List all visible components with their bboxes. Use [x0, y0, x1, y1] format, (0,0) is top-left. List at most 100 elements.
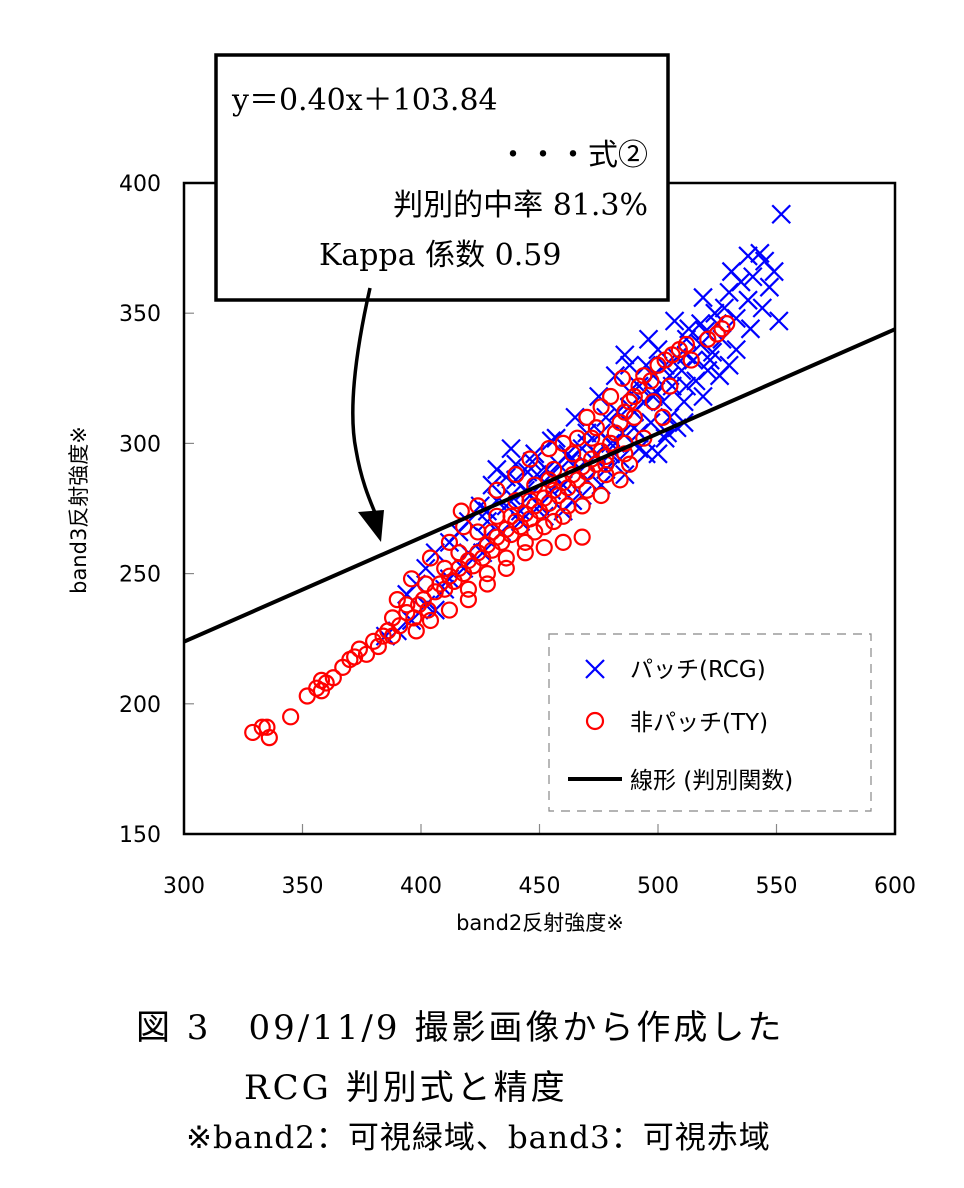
ty-point [661, 377, 679, 395]
ty-point [554, 533, 572, 551]
scatter-chart: 150 200 250 300 350 400 300 350 400 450 500 550 600… [67, 53, 916, 935]
legend-item-line: 線形 (判別関数) [568, 768, 793, 794]
ty-point [545, 460, 563, 479]
y-tick-label: 250 [119, 563, 161, 588]
ty-point [388, 591, 406, 609]
ty-point [535, 518, 553, 536]
legend-label-line: 線形 (判別関数) [630, 768, 793, 794]
rcg-point [638, 329, 659, 350]
ty-point [419, 601, 437, 619]
rcg-point [496, 496, 517, 516]
ty-point [421, 611, 440, 630]
y-axis-title: band3反射強度※ [67, 426, 91, 594]
rcg-point [671, 360, 692, 381]
rcg-point [690, 334, 711, 355]
rcg-point [676, 376, 697, 396]
callout-accuracy: 判別的中率 81.3% [393, 188, 648, 223]
rcg-point [743, 266, 763, 287]
ty-point [606, 424, 624, 442]
ty-point [440, 601, 459, 619]
ty-point [516, 533, 534, 551]
ty-point [521, 450, 539, 468]
ty-point [407, 622, 425, 640]
y-tick-label: 400 [119, 172, 161, 197]
ty-point [398, 596, 416, 614]
rcg-point [693, 386, 713, 407]
ty-point [583, 429, 601, 447]
rcg-point [771, 204, 792, 225]
y-tick-label: 150 [119, 823, 161, 848]
rcg-point [487, 459, 507, 480]
ty-point [613, 369, 632, 387]
rcg-point [738, 290, 758, 310]
rcg-point [648, 444, 668, 464]
x-tick-label: 500 [637, 874, 679, 899]
ty-point [365, 632, 383, 650]
ty-point [478, 564, 496, 583]
x-tick-label: 350 [282, 874, 324, 899]
ty-point [497, 549, 515, 567]
ty-point [440, 533, 459, 551]
ty-point [682, 351, 700, 369]
rcg-point [643, 386, 664, 407]
ty-point [535, 538, 553, 557]
ty-point [625, 408, 643, 426]
rcg-point [615, 345, 635, 365]
ty-point [713, 320, 731, 338]
x-tick-label: 550 [756, 874, 798, 899]
ty-point [341, 650, 359, 669]
ty-point [718, 315, 736, 333]
ty-point [483, 523, 501, 541]
rcg-point [752, 298, 773, 318]
arrowhead-icon [358, 510, 384, 542]
legend-item-rcg: パッチ(RCG) [585, 657, 766, 683]
rcg-point [596, 459, 616, 480]
ty-point [521, 492, 539, 510]
ty-point [699, 330, 717, 348]
x-tick-label: 300 [163, 874, 205, 899]
ty-point [282, 708, 300, 726]
ty-point [421, 549, 440, 567]
ty-point [312, 682, 331, 700]
callout-equation: y＝0.40x＋103.84 [231, 83, 498, 118]
ty-point [324, 669, 342, 687]
x-tick-label: 600 [874, 874, 916, 899]
ty-point [545, 512, 563, 531]
legend-label-rcg: パッチ(RCG) [630, 657, 766, 683]
x-marker-icon [585, 659, 605, 679]
ty-point [436, 559, 454, 577]
ty-point [677, 335, 696, 354]
ty-point [260, 729, 278, 747]
ty-point [554, 507, 572, 525]
rcg-point [769, 311, 789, 331]
ty-point [258, 718, 276, 736]
rcg-point [726, 308, 746, 329]
x-tick-label: 400 [400, 874, 442, 899]
ty-point [497, 559, 515, 577]
y-tick-label: 300 [119, 432, 161, 457]
ty-point [564, 445, 582, 463]
ty-point [526, 523, 544, 541]
callout-frame [214, 53, 670, 302]
ty-point [450, 544, 468, 562]
legend-label-ty: 非パッチ(TY) [630, 710, 768, 736]
rcg-point [546, 428, 566, 448]
callout-box: y＝0.40x＋103.84 ・・・式② 判別的中率 81.3% Kappa 係… [214, 53, 670, 302]
rcg-point [415, 558, 436, 579]
figure-caption-note: ※band2：可視緑域、band3：可視赤域 [186, 1120, 771, 1156]
callout-arrow [351, 287, 380, 521]
rcg-point [690, 313, 711, 334]
rcg-point [664, 311, 685, 331]
ty-point [417, 575, 435, 593]
ty-point [459, 591, 477, 609]
ty-point [592, 398, 610, 416]
ty-point [616, 403, 634, 421]
ty-point [357, 645, 376, 663]
rcg-point [700, 350, 720, 370]
rcg-point [726, 339, 746, 360]
ty-point [573, 528, 591, 546]
callout-equation-tag: ・・・式② [498, 138, 648, 173]
rcg-point [719, 282, 739, 303]
ty-point [502, 507, 520, 525]
legend: パッチ(RCG) 非パッチ(TY) 線形 (判別関数) [548, 633, 872, 812]
